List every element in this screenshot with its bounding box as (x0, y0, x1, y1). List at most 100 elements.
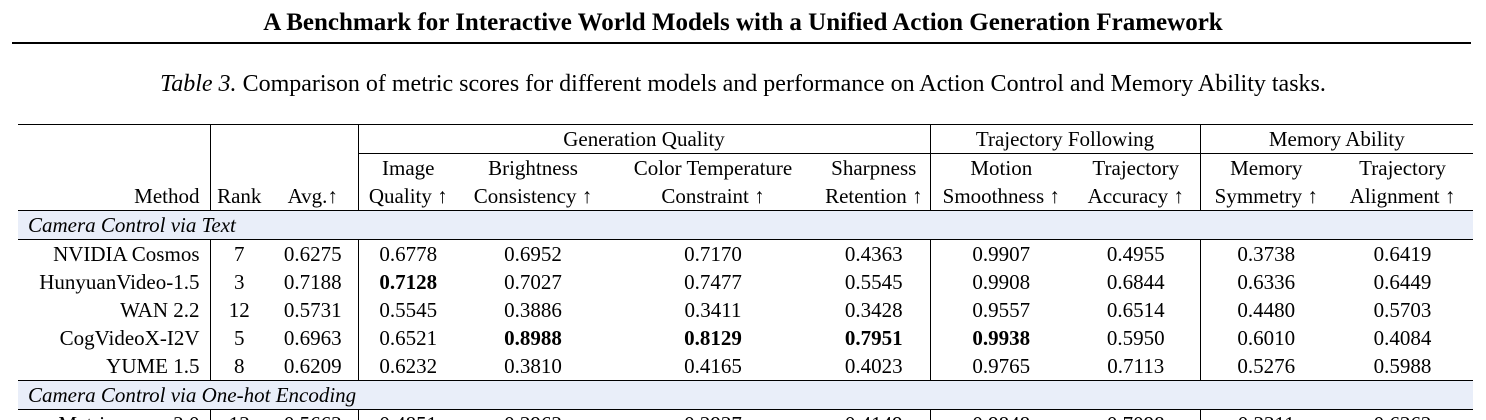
results-table: Generation Quality Trajectory Following … (18, 124, 1473, 420)
cell-color-temp: 0.7477 (684, 270, 742, 294)
cell-sharpness: 0.5545 (818, 268, 931, 296)
cell-image-quality: 0.6232 (379, 354, 438, 378)
cell-image-quality: 0.5545 (379, 298, 438, 322)
cell-image-quality: 0.6778 (379, 242, 438, 266)
cell-method: CogVideoX-I2V (18, 324, 211, 352)
cell-traj-align: 0.5988 (1373, 354, 1432, 378)
cell-rank: 3 (234, 270, 245, 294)
col-rank: Rank (210, 182, 268, 211)
table-row: HunyuanVideo-1.5 3 0.7188 0.7128 0.7027 … (18, 268, 1473, 296)
header-empty-rank (210, 124, 268, 154)
cell-traj-align: 0.5703 (1373, 298, 1432, 322)
section-label: Camera Control via One-hot Encoding (18, 380, 1473, 410)
cell-avg: 0.5663 (268, 409, 359, 420)
cell-sharpness: 0.3428 (818, 296, 931, 324)
col-image-quality-line1: Image (382, 156, 435, 180)
cell-mem-sym: 0.3311 (1200, 410, 1332, 420)
col-traj-align-line2: Alignment ↑ (1332, 182, 1473, 211)
cell-brightness: 0.3810 (504, 354, 562, 378)
col-image-quality-line2: Quality ↑ (358, 182, 458, 211)
header-row-bottom: Method Rank Avg.↑ Quality ↑ Consistency … (18, 182, 1473, 211)
cell-traj-align: 0.4084 (1373, 326, 1432, 350)
running-title: A Benchmark for Interactive World Models… (263, 9, 1223, 36)
section-row-text-control: Camera Control via Text (18, 210, 1473, 240)
cell-avg: 0.6209 (268, 352, 359, 381)
col-mem-sym-line1: Memory (1230, 156, 1303, 180)
cell-rank: 8 (234, 354, 245, 378)
cell-traj-acc: 0.4955 (1072, 239, 1201, 268)
col-mem-sym-line2: Symmetry ↑ (1200, 182, 1333, 211)
cell-color-temp: 0.2937 (608, 410, 818, 420)
cell-rank: 12 (228, 298, 250, 322)
cell-color-temp: 0.3411 (684, 298, 742, 322)
cell-avg: 0.7188 (268, 268, 359, 296)
group-memory-ability: Memory Ability (1200, 124, 1473, 154)
cell-traj-acc: 0.6844 (1072, 268, 1201, 296)
col-method: Method (18, 182, 211, 211)
cell-method: NVIDIA Cosmos (18, 239, 211, 268)
header-row-groups: Generation Quality Trajectory Following … (18, 124, 1473, 154)
header-empty-avg (268, 124, 359, 154)
header-blank (268, 153, 359, 182)
col-sharpness-line2: Retention ↑ (818, 182, 931, 211)
section-label: Camera Control via Text (18, 210, 1473, 240)
cell-traj-acc: 0.7098 (1072, 409, 1201, 420)
header-empty-method (18, 124, 211, 154)
table-row: NVIDIA Cosmos 7 0.6275 0.6778 0.6952 0.7… (18, 239, 1473, 268)
cell-sharpness: 0.4149 (818, 409, 931, 420)
caption-text: Comparison of metric scores for differen… (242, 71, 1326, 97)
results-table-wrapper: Generation Quality Trajectory Following … (18, 124, 1473, 420)
col-traj-align-line1: Trajectory (1359, 156, 1446, 180)
header-blank (18, 153, 211, 182)
col-motion-line1: Motion (970, 156, 1033, 180)
col-color-temp-line1: Color Temperature (633, 156, 793, 180)
cell-image-quality: 0.6521 (379, 326, 438, 350)
cell-traj-align: 0.6362 (1332, 410, 1473, 420)
col-traj-acc-line1: Trajectory (1072, 153, 1201, 182)
cell-rank: 7 (234, 242, 245, 266)
title-rule (12, 42, 1471, 44)
cell-brightness: 0.7027 (504, 270, 562, 294)
cell-traj-align: 0.6419 (1373, 242, 1432, 266)
caption-lead: Table 3. (160, 71, 237, 97)
section-row-onehot-control: Camera Control via One-hot Encoding (18, 380, 1473, 410)
table-row: Matrix-game 2.0 13 0.5663 0.4851 0.3963 … (18, 409, 1473, 420)
cell-mem-sym: 0.5276 (1237, 354, 1296, 378)
cell-image-quality: 0.7128 (379, 270, 438, 294)
cell-method: YUME 1.5 (18, 352, 211, 381)
cell-rank: 5 (234, 326, 245, 350)
cell-sharpness: 0.4023 (818, 352, 931, 381)
cell-traj-acc: 0.5950 (1072, 324, 1201, 352)
cell-method: Matrix-game 2.0 (18, 409, 211, 420)
cell-color-temp: 0.4165 (684, 354, 742, 378)
col-sharpness-line1: Sharpness (818, 153, 931, 182)
cell-mem-sym: 0.6336 (1237, 270, 1296, 294)
cell-mem-sym: 0.6010 (1237, 326, 1296, 350)
cell-sharpness: 0.4363 (818, 239, 931, 268)
cell-mem-sym: 0.3738 (1237, 242, 1296, 266)
cell-method: HunyuanVideo-1.5 (18, 268, 211, 296)
cell-color-temp: 0.8129 (684, 326, 742, 350)
cell-motion: 0.9908 (972, 270, 1031, 294)
group-trajectory-following: Trajectory Following (930, 124, 1201, 154)
table-row: CogVideoX-I2V 5 0.6963 0.6521 0.8988 0.8… (18, 324, 1473, 352)
col-motion-line2: Smoothness ↑ (930, 182, 1073, 211)
cell-motion: 0.9557 (972, 298, 1031, 322)
cell-brightness: 0.3886 (504, 298, 562, 322)
col-avg: Avg.↑ (268, 182, 359, 211)
table-caption: Table 3. Comparison of metric scores for… (0, 70, 1486, 98)
table-row: YUME 1.5 8 0.6209 0.6232 0.3810 0.4165 0… (18, 352, 1473, 381)
header-row-top: Image Brightness Color Temperature Sharp… (18, 153, 1473, 183)
group-generation-quality: Generation Quality (358, 124, 931, 154)
cell-motion: 0.9765 (972, 354, 1031, 378)
col-traj-acc-line2: Accuracy ↑ (1072, 182, 1201, 211)
col-brightness-line2: Consistency ↑ (458, 182, 608, 211)
cell-motion: 0.9848 (930, 410, 1072, 420)
cell-avg: 0.6275 (268, 239, 359, 268)
table-row: WAN 2.2 12 0.5731 0.5545 0.3886 0.3411 0… (18, 296, 1473, 324)
header-blank (210, 154, 268, 183)
col-brightness-line1: Brightness (488, 156, 578, 180)
cell-method: WAN 2.2 (18, 296, 211, 324)
cell-traj-align: 0.6449 (1373, 270, 1432, 294)
cell-traj-acc: 0.6514 (1072, 296, 1201, 324)
